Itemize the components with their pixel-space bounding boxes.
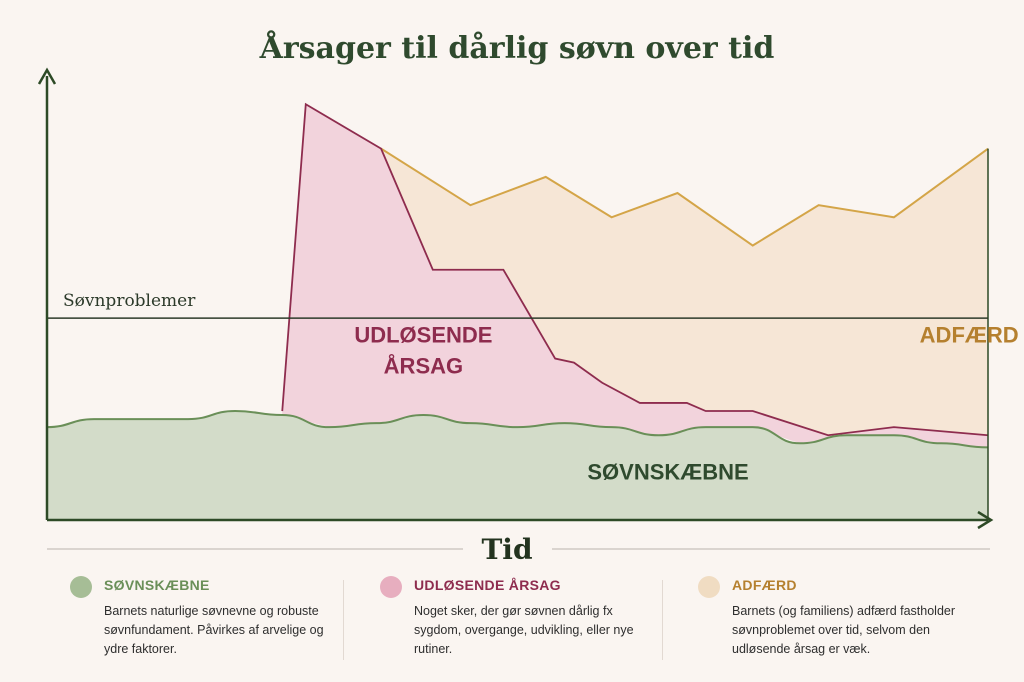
region-label-line: ÅRSAG xyxy=(384,352,463,378)
legend-desc-sovnskaebne: Barnets naturlige søvnevne og robuste sø… xyxy=(104,604,324,656)
adfaerd-area xyxy=(381,148,988,436)
sovnskaebne-area xyxy=(47,411,988,520)
adfaerd-line xyxy=(380,147,989,247)
legend-dot-udlosende-arsag xyxy=(380,576,402,598)
y-axis-arrow xyxy=(37,67,57,85)
udlosende-arsag-area xyxy=(282,104,988,448)
udlosende-arsag-line xyxy=(281,102,989,437)
legend-separator xyxy=(662,580,663,660)
sovnskaebne-line xyxy=(46,410,989,449)
x-axis-arrow xyxy=(977,510,994,530)
legend-dot-sovnskaebne xyxy=(70,576,92,598)
legend-desc-adfaerd: Barnets (og familiens) adfærd fastholder… xyxy=(732,604,956,656)
threshold-label: Søvnproblemer xyxy=(63,291,196,311)
region-labels: UDLØSENDE ÅRSAG ADFÆRD SØVNSKÆBNE xyxy=(354,322,1018,484)
x-axis-label: Tid xyxy=(481,533,532,566)
region-label: ADFÆRD xyxy=(920,322,1019,347)
region-label-line: SØVNSKÆBNE xyxy=(587,460,748,485)
chart-areas xyxy=(46,102,989,520)
region-label: SØVNSKÆBNE xyxy=(587,460,748,485)
region-label-line: UDLØSENDE xyxy=(354,322,492,347)
legend-dot-adfaerd xyxy=(698,576,720,598)
region-label: UDLØSENDE ÅRSAG xyxy=(354,322,492,378)
legend-title-sovnskaebne: SØVNSKÆBNE xyxy=(104,577,210,593)
chart: Årsager til dårlig søvn over tid Søvnpro… xyxy=(37,30,1019,566)
legend-title-udlosende-arsag: UDLØSENDE ÅRSAG xyxy=(414,577,561,593)
chart-title: Årsager til dårlig søvn over tid xyxy=(259,30,775,66)
legend-desc-udlosende-arsag: Noget sker, der gør søvnen dårlig fx syg… xyxy=(414,604,634,656)
region-label-line: ADFÆRD xyxy=(920,322,1019,347)
legend-title-adfaerd: ADFÆRD xyxy=(732,577,797,593)
legend-separator xyxy=(343,580,344,660)
legend: SØVNSKÆBNE Barnets naturlige søvnevne og… xyxy=(0,574,1024,674)
